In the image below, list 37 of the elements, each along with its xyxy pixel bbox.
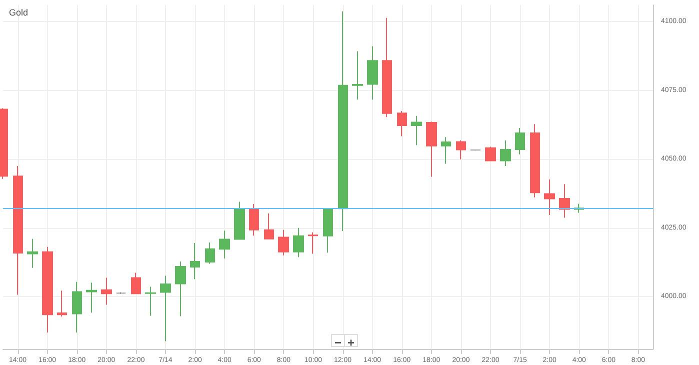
candlestick bbox=[485, 146, 496, 162]
candlestick bbox=[175, 260, 186, 317]
candlestick bbox=[57, 290, 67, 318]
candlestick bbox=[86, 282, 97, 314]
candlestick bbox=[27, 238, 38, 268]
candlestick bbox=[42, 246, 53, 333]
candlestick bbox=[530, 124, 540, 198]
candlestick bbox=[249, 203, 259, 236]
candlestick bbox=[352, 50, 363, 100]
candlestick bbox=[234, 201, 245, 240]
candlestick bbox=[145, 286, 156, 316]
candlestick bbox=[500, 140, 511, 166]
candlestick bbox=[190, 242, 200, 280]
candlestick bbox=[426, 121, 437, 178]
candlestick bbox=[456, 140, 466, 160]
candlestick bbox=[205, 242, 215, 264]
candlestick bbox=[367, 46, 378, 100]
candlestick bbox=[559, 184, 570, 218]
candlestick bbox=[470, 148, 481, 152]
candlestick bbox=[116, 292, 126, 294]
candlestick bbox=[515, 128, 525, 155]
candlestick bbox=[441, 136, 451, 164]
candlestick bbox=[323, 208, 333, 254]
candlestick bbox=[382, 17, 392, 118]
candlestick bbox=[160, 275, 171, 342]
candlestick bbox=[293, 227, 304, 258]
candlestick bbox=[278, 229, 289, 256]
candlestick bbox=[101, 277, 112, 306]
candlestick bbox=[544, 178, 555, 216]
candlestick bbox=[397, 110, 407, 137]
candlestick bbox=[411, 115, 422, 146]
candlestick bbox=[308, 232, 318, 254]
candlestick bbox=[264, 212, 274, 240]
chart-title: Gold bbox=[9, 8, 28, 18]
candlestick bbox=[131, 272, 141, 294]
candlestick bbox=[72, 281, 82, 333]
candlestick bbox=[219, 230, 230, 259]
